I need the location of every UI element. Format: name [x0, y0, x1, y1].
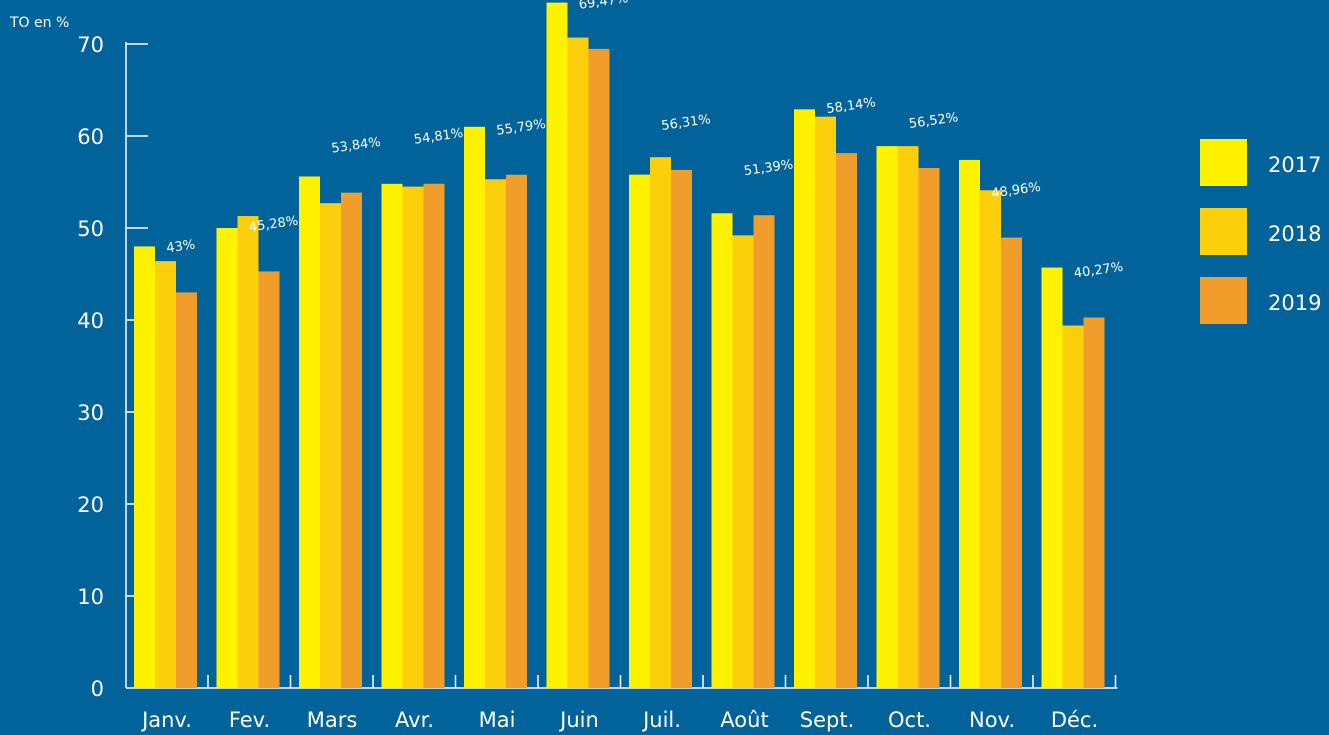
bar-2018-8 — [815, 116, 836, 689]
bar-2018-10 — [980, 190, 1001, 688]
legend-label: 2018 — [1268, 222, 1321, 246]
bars — [134, 2, 1105, 689]
y-tick-label: 10 — [77, 585, 104, 609]
bar-2019-6 — [671, 169, 692, 688]
x-tick-label: Fev. — [229, 708, 270, 732]
x-tick-label: Juil. — [641, 708, 681, 732]
data-label: 40,27% — [1073, 260, 1124, 282]
x-tick-label: Avr. — [395, 708, 434, 732]
bar-2019-5 — [588, 48, 610, 689]
bar-2019-8 — [836, 153, 857, 688]
x-tick-label: Sept. — [800, 708, 855, 732]
bar-2018-9 — [897, 146, 919, 688]
y-tick-label: 60 — [77, 125, 104, 149]
bar-2018-5 — [567, 37, 589, 689]
bar-2019-11 — [1083, 317, 1105, 688]
x-tick-label: Juin — [558, 708, 599, 732]
data-label: 54,81% — [413, 126, 464, 148]
data-label: 45,28% — [248, 214, 299, 236]
bar-2017-9 — [876, 146, 898, 688]
bar-2019-9 — [918, 168, 940, 689]
data-label: 55,79% — [495, 117, 546, 139]
bar-2017-10 — [959, 159, 980, 689]
bar-2018-7 — [732, 235, 754, 689]
bar-2018-1 — [237, 216, 259, 689]
bar-2017-6 — [629, 174, 650, 688]
bar-2017-4 — [464, 126, 485, 689]
y-tick-label: 40 — [77, 309, 104, 333]
x-tick-label: Oct. — [888, 708, 931, 732]
bar-2019-3 — [423, 183, 445, 689]
bar-2019-1 — [258, 271, 280, 688]
data-label: 56,31% — [660, 112, 711, 134]
bar-2017-7 — [711, 213, 733, 688]
y-tick-label: 50 — [77, 217, 104, 241]
bar-2018-2 — [320, 203, 341, 688]
bar-2019-2 — [341, 192, 362, 688]
bar-2019-10 — [1001, 237, 1022, 688]
x-tick-label: Déc. — [1051, 708, 1098, 732]
bar-2017-2 — [299, 176, 320, 689]
data-label: 51,39% — [743, 157, 794, 179]
bar-2017-1 — [216, 228, 238, 688]
bar-2019-7 — [753, 215, 775, 688]
data-label: 48,96% — [990, 180, 1041, 202]
data-label: 69,47% — [578, 0, 629, 13]
legend-label: 2019 — [1268, 291, 1321, 315]
bar-2018-0 — [155, 261, 176, 688]
x-tick-label: Janv. — [140, 708, 192, 732]
legend-swatch-2017 — [1200, 139, 1247, 186]
legend: 2017 2018 2019 — [1200, 139, 1321, 324]
x-tick-label: Mars — [307, 708, 358, 732]
legend-swatch-2019 — [1200, 277, 1247, 324]
data-label: 56,52% — [908, 110, 959, 132]
bar-2017-8 — [794, 109, 815, 688]
data-label: 58,14% — [825, 95, 876, 117]
bar-2017-11 — [1041, 267, 1063, 688]
bar-2017-5 — [546, 2, 568, 689]
legend-label: 2017 — [1268, 153, 1321, 177]
bar-2018-11 — [1062, 325, 1084, 688]
bar-2017-3 — [381, 183, 403, 688]
data-label: 53,84% — [330, 135, 381, 157]
bar-2018-6 — [650, 157, 671, 688]
legend-swatch-2018 — [1200, 208, 1247, 255]
bar-2017-0 — [134, 246, 155, 688]
y-axis-label: TO en % — [9, 15, 69, 31]
bar-2018-3 — [402, 186, 424, 688]
y-tick-label: 20 — [77, 493, 104, 517]
x-axis: Janv. Fev. Mars Avr. Mai Juin Juil. Août Sept. Oc… — [126, 675, 1118, 732]
x-tick-label: Mai — [479, 708, 516, 732]
bar-2019-4 — [506, 174, 527, 688]
y-tick-label: 70 — [77, 33, 104, 57]
y-axis: 0 10 20 30 40 50 60 70 — [77, 33, 148, 701]
data-label: 43% — [165, 237, 196, 256]
bar-2019-0 — [176, 292, 197, 688]
bar-2018-4 — [485, 179, 506, 689]
y-tick-label: 30 — [77, 401, 104, 425]
data-labels: 43% 45,28% 53,84% 54,81% 55,79% 69,47% 56,31% 5… — [165, 0, 1124, 281]
x-tick-label: Août — [720, 708, 768, 732]
y-tick-label: 0 — [91, 677, 104, 701]
x-tick-label: Nov. — [969, 708, 1015, 732]
